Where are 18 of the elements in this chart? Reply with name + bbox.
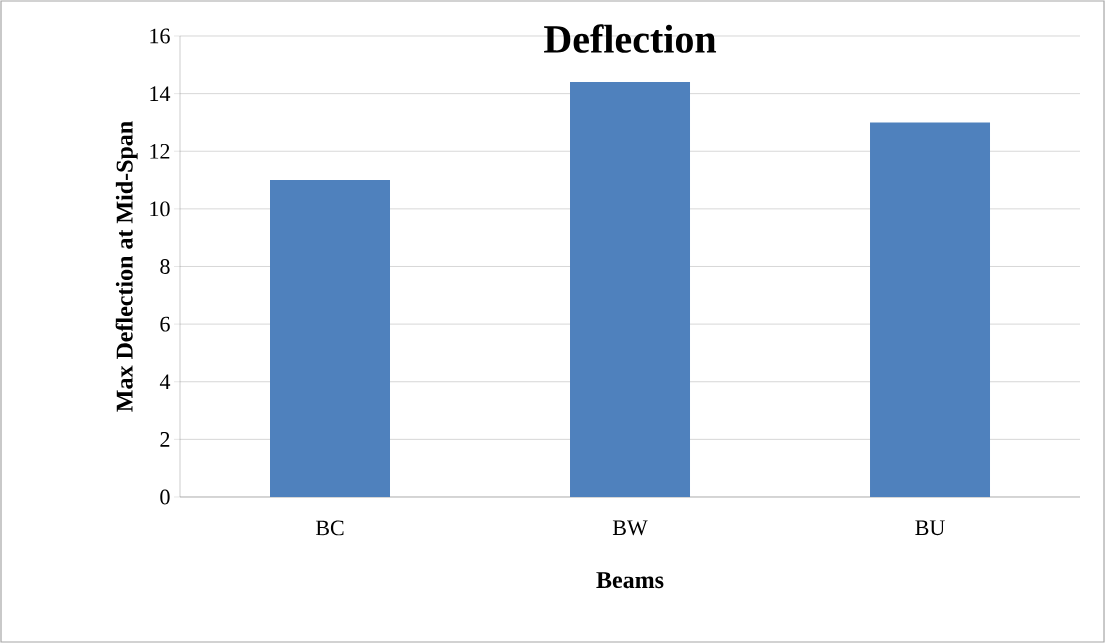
y-tick-label: 6 xyxy=(160,316,170,332)
y-tick-label: 10 xyxy=(150,201,170,217)
chart-title: Deflection xyxy=(544,24,717,53)
y-tick-label: 12 xyxy=(150,143,170,159)
x-axis-title: Beams xyxy=(596,572,664,589)
y-tick-label: 0 xyxy=(160,489,170,505)
bar xyxy=(270,180,391,497)
bar xyxy=(570,82,691,497)
y-tick-label: 2 xyxy=(160,432,170,447)
x-tick-label: BU xyxy=(915,520,945,536)
y-tick-label: 8 xyxy=(160,259,170,274)
bar xyxy=(870,122,991,497)
x-tick-label: BW xyxy=(612,520,648,536)
y-tick-label: 14 xyxy=(150,86,171,101)
y-tick-label: 4 xyxy=(159,374,171,389)
y-tick-label: 16 xyxy=(150,28,170,44)
x-tick-label: BC xyxy=(315,520,344,536)
y-axis-title: Max Deflection at Mid-Span xyxy=(115,121,138,412)
